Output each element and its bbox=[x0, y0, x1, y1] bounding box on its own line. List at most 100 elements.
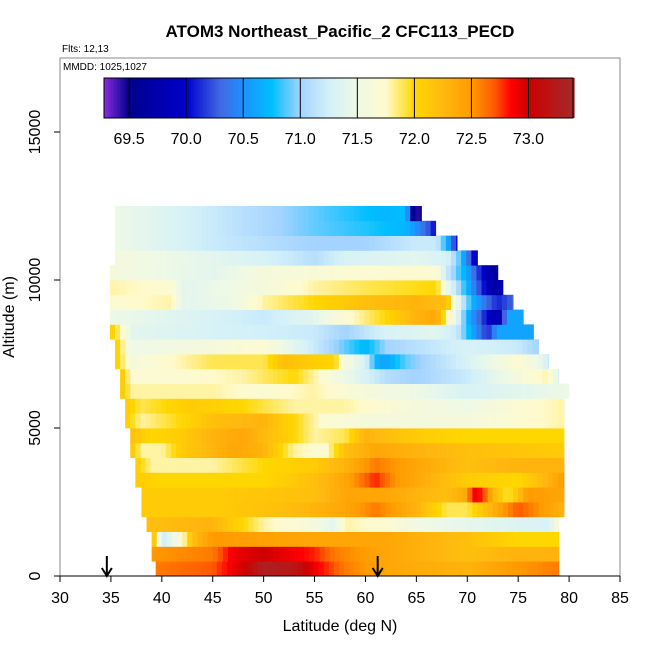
heatmap-cell bbox=[288, 413, 294, 429]
heatmap-cell bbox=[462, 531, 468, 547]
heatmap-cell bbox=[176, 294, 182, 310]
heatmap-cell bbox=[243, 531, 249, 547]
heatmap-cell bbox=[338, 383, 345, 399]
heatmap-cell bbox=[476, 398, 482, 414]
heatmap-cell bbox=[452, 516, 458, 532]
colorbar-swatch bbox=[300, 78, 304, 118]
heatmap-cell bbox=[328, 561, 335, 577]
heatmap-cell bbox=[155, 220, 162, 236]
heatmap-cell bbox=[226, 354, 233, 370]
heatmap-cell bbox=[496, 398, 503, 414]
heatmap-cell bbox=[411, 487, 417, 503]
heatmap-cell bbox=[547, 368, 554, 384]
heatmap-cell bbox=[532, 428, 538, 444]
heatmap-cell bbox=[272, 561, 279, 577]
heatmap-cell bbox=[491, 457, 498, 473]
heatmap-cell bbox=[217, 502, 224, 518]
heatmap-cell bbox=[328, 398, 335, 414]
heatmap-cell bbox=[277, 265, 284, 281]
heatmap-cell bbox=[145, 235, 152, 251]
heatmap-cell bbox=[314, 502, 321, 518]
heatmap-cell bbox=[405, 294, 411, 310]
heatmap-cell bbox=[466, 413, 472, 429]
heatmap-cell bbox=[333, 472, 340, 488]
heatmap-cell bbox=[272, 339, 279, 355]
heatmap-cell bbox=[150, 368, 157, 384]
heatmap-cell bbox=[440, 413, 447, 429]
heatmap-cell bbox=[156, 546, 163, 562]
heatmap-cell bbox=[191, 339, 197, 355]
heatmap-cell bbox=[226, 294, 233, 310]
heatmap-cell bbox=[482, 516, 489, 532]
heatmap-cell bbox=[401, 546, 407, 562]
heatmap-cell bbox=[394, 294, 401, 310]
heatmap-cell bbox=[445, 457, 452, 473]
heatmap-cell bbox=[537, 354, 544, 370]
heatmap-cell bbox=[344, 354, 350, 370]
heatmap-cell bbox=[191, 472, 197, 488]
heatmap-cell bbox=[272, 383, 279, 399]
heatmap-cell bbox=[282, 398, 289, 414]
y-axis-label: Altitude (m) bbox=[1, 276, 18, 358]
colorbar-swatch bbox=[183, 78, 187, 118]
heatmap-cell bbox=[471, 280, 477, 296]
heatmap-cell bbox=[201, 265, 208, 281]
heatmap-cell bbox=[430, 472, 437, 488]
y-tick-label: 10000 bbox=[27, 258, 44, 303]
heatmap-cell bbox=[532, 354, 538, 370]
heatmap-cell bbox=[226, 383, 233, 399]
heatmap-cell bbox=[370, 531, 377, 547]
heatmap-cell bbox=[359, 354, 365, 370]
heatmap-cell bbox=[400, 220, 406, 236]
heatmap-cell bbox=[400, 354, 406, 370]
heatmap-cell bbox=[329, 516, 336, 532]
colorbar-swatch bbox=[514, 78, 518, 118]
heatmap-cell bbox=[394, 324, 401, 340]
heatmap-cell bbox=[400, 294, 406, 310]
heatmap-cell bbox=[384, 206, 391, 222]
heatmap-cell bbox=[349, 368, 355, 384]
heatmap-cell bbox=[211, 368, 218, 384]
heatmap-cell bbox=[324, 516, 331, 532]
heatmap-cell bbox=[471, 339, 477, 355]
heatmap-cell bbox=[445, 235, 452, 251]
heatmap-cell bbox=[334, 502, 341, 518]
colorbar-swatch bbox=[197, 78, 201, 118]
heatmap-cell bbox=[114, 220, 121, 236]
heatmap-cell bbox=[533, 487, 539, 503]
heatmap-cell bbox=[394, 472, 401, 488]
heatmap-cell bbox=[400, 413, 406, 429]
heatmap-cell bbox=[359, 413, 365, 429]
heatmap-cell bbox=[161, 487, 168, 503]
heatmap-cell bbox=[384, 220, 391, 236]
heatmap-cell bbox=[538, 546, 545, 562]
heatmap-cell bbox=[405, 265, 411, 281]
heatmap-cell bbox=[309, 516, 315, 532]
heatmap-cell bbox=[298, 250, 304, 266]
heatmap-cell bbox=[277, 309, 284, 325]
heatmap-cell bbox=[176, 368, 182, 384]
heatmap-cell bbox=[338, 339, 345, 355]
heatmap-cell bbox=[125, 280, 131, 296]
colorbar-swatch bbox=[510, 78, 514, 118]
heatmap-cell bbox=[323, 383, 330, 399]
heatmap-cell bbox=[211, 235, 218, 251]
heatmap-cell bbox=[257, 457, 264, 473]
colorbar-swatch bbox=[327, 78, 331, 118]
heatmap-cell bbox=[187, 487, 193, 503]
heatmap-cell bbox=[257, 442, 264, 458]
heatmap-cell bbox=[462, 487, 468, 503]
heatmap-cell bbox=[452, 487, 458, 503]
heatmap-cell bbox=[314, 516, 321, 532]
heatmap-cell bbox=[160, 324, 167, 340]
heatmap-cell bbox=[262, 442, 269, 458]
heatmap-cell bbox=[405, 413, 411, 429]
heatmap-cell bbox=[181, 398, 187, 414]
heatmap-cell bbox=[425, 235, 432, 251]
heatmap-cell bbox=[211, 472, 218, 488]
heatmap-cell bbox=[293, 354, 299, 370]
heatmap-cell bbox=[232, 265, 238, 281]
heatmap-cell bbox=[430, 442, 437, 458]
heatmap-cell bbox=[313, 206, 320, 222]
heatmap-cell bbox=[452, 546, 458, 562]
